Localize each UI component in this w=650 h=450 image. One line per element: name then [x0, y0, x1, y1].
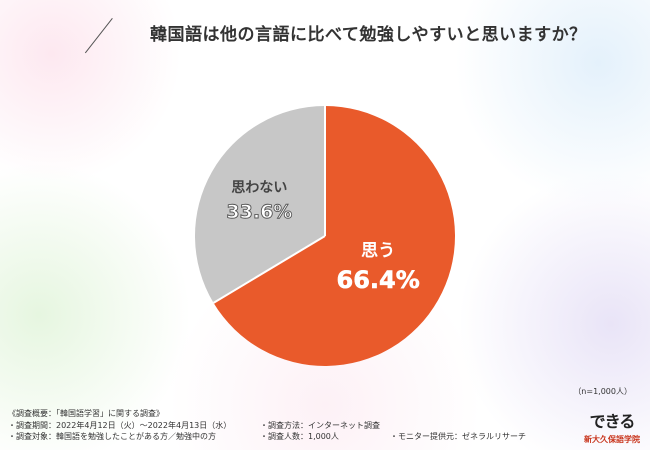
survey-period: ・調査期間：2022年4月12日（火）〜2022年4月13日（水） — [8, 420, 232, 430]
survey-count: ・調査人数：1,000人 — [260, 432, 339, 441]
logo-mark: できる — [589, 412, 636, 431]
chart-title: 韓国語は他の言語に比べて勉強しやすいと思いますか？ — [150, 25, 587, 45]
logo-school-name: 新大久保語学院 — [584, 435, 640, 444]
slice-label-omowanai: 思わない — [231, 180, 287, 196]
survey-heading: 《調査概要：「韓国語学習」に関する調査》 — [8, 409, 164, 418]
slice-label-omou: 思う — [361, 241, 395, 261]
sample-size-note: （n=1,000人） — [573, 387, 632, 396]
survey-method: ・調査方法：インターネット調査 — [260, 420, 380, 430]
pie-slice-omowanai — [194, 106, 325, 303]
survey-target: ・調査対象：韓国語を勉強したことがある方／勉強中の方 — [8, 432, 216, 441]
slice-divider — [213, 235, 326, 304]
pie-slice-omou — [213, 106, 455, 366]
school-logo: できる 新大久保語学院 — [584, 408, 640, 445]
slice-value-omou: 66.4% — [337, 266, 420, 294]
survey-monitor: ・モニター提供元：ゼネラルリサーチ — [390, 432, 526, 441]
survey-overview: 《調査概要：「韓国語学習」に関する調査》 ・調査期間：2022年4月12日（火）… — [8, 408, 526, 443]
slice-value-omowanai: 33.6% — [226, 201, 292, 223]
